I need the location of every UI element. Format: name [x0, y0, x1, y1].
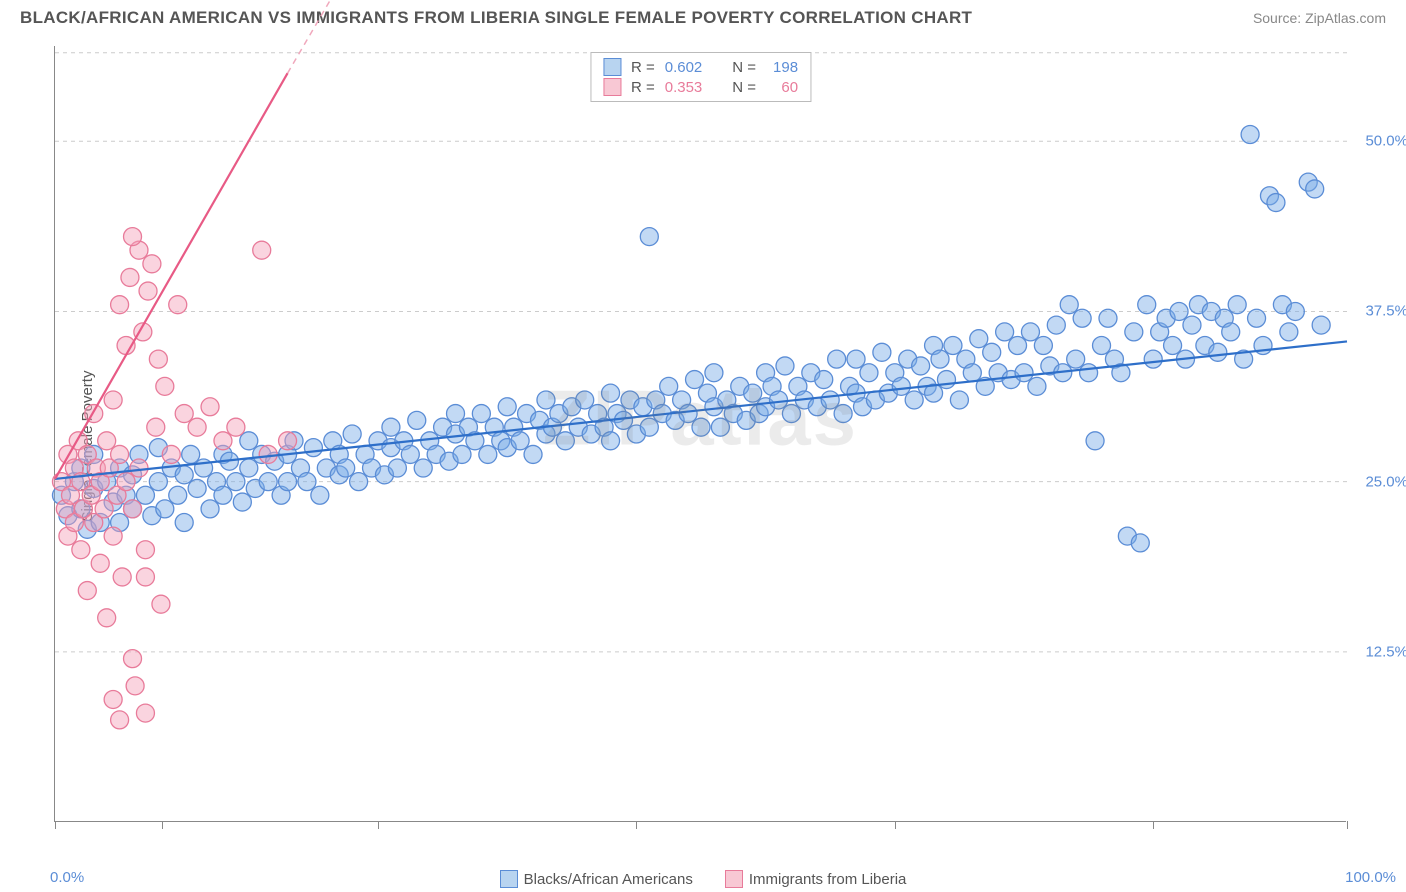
legend-swatch — [603, 58, 621, 76]
legend-stat-row: R = 0.602 N = 198 — [603, 57, 798, 77]
y-tick-label: 37.5% — [1365, 303, 1406, 320]
legend-item: Blacks/African Americans — [500, 870, 693, 888]
y-tick-label: 50.0% — [1365, 133, 1406, 150]
source-label: Source: ZipAtlas.com — [1253, 10, 1386, 26]
y-tick-label: 12.5% — [1365, 643, 1406, 660]
legend-swatch — [500, 870, 518, 888]
legend-swatch — [603, 78, 621, 96]
chart-title: BLACK/AFRICAN AMERICAN VS IMMIGRANTS FRO… — [20, 8, 972, 28]
n-label: N = — [732, 59, 756, 76]
x-tick — [378, 821, 379, 829]
y-tick-label: 25.0% — [1365, 473, 1406, 490]
legend-swatch — [725, 870, 743, 888]
n-label: N = — [732, 79, 756, 96]
legend-item: Immigrants from Liberia — [725, 870, 907, 888]
r-label: R = — [631, 59, 655, 76]
n-value: 198 — [766, 59, 798, 76]
x-tick — [895, 821, 896, 829]
x-tick — [1153, 821, 1154, 829]
correlation-legend: R = 0.602 N = 198 R = 0.353 N = 60 — [590, 52, 811, 102]
n-value: 60 — [766, 79, 798, 96]
x-tick — [1347, 821, 1348, 829]
scatter-svg — [55, 46, 1346, 821]
legend-label: Immigrants from Liberia — [749, 871, 907, 888]
r-label: R = — [631, 79, 655, 96]
series-legend: Blacks/African Americans Immigrants from … — [0, 870, 1406, 888]
legend-label: Blacks/African Americans — [524, 871, 693, 888]
x-tick — [55, 821, 56, 829]
r-value: 0.353 — [665, 79, 703, 96]
chart-plot-area: ZIPatlas R =0.602N =198R =0.353N =60 12.… — [54, 46, 1346, 822]
x-tick — [636, 821, 637, 829]
legend-stat-row: R = 0.353 N = 60 — [603, 77, 798, 97]
x-tick — [162, 821, 163, 829]
r-value: 0.602 — [665, 59, 703, 76]
